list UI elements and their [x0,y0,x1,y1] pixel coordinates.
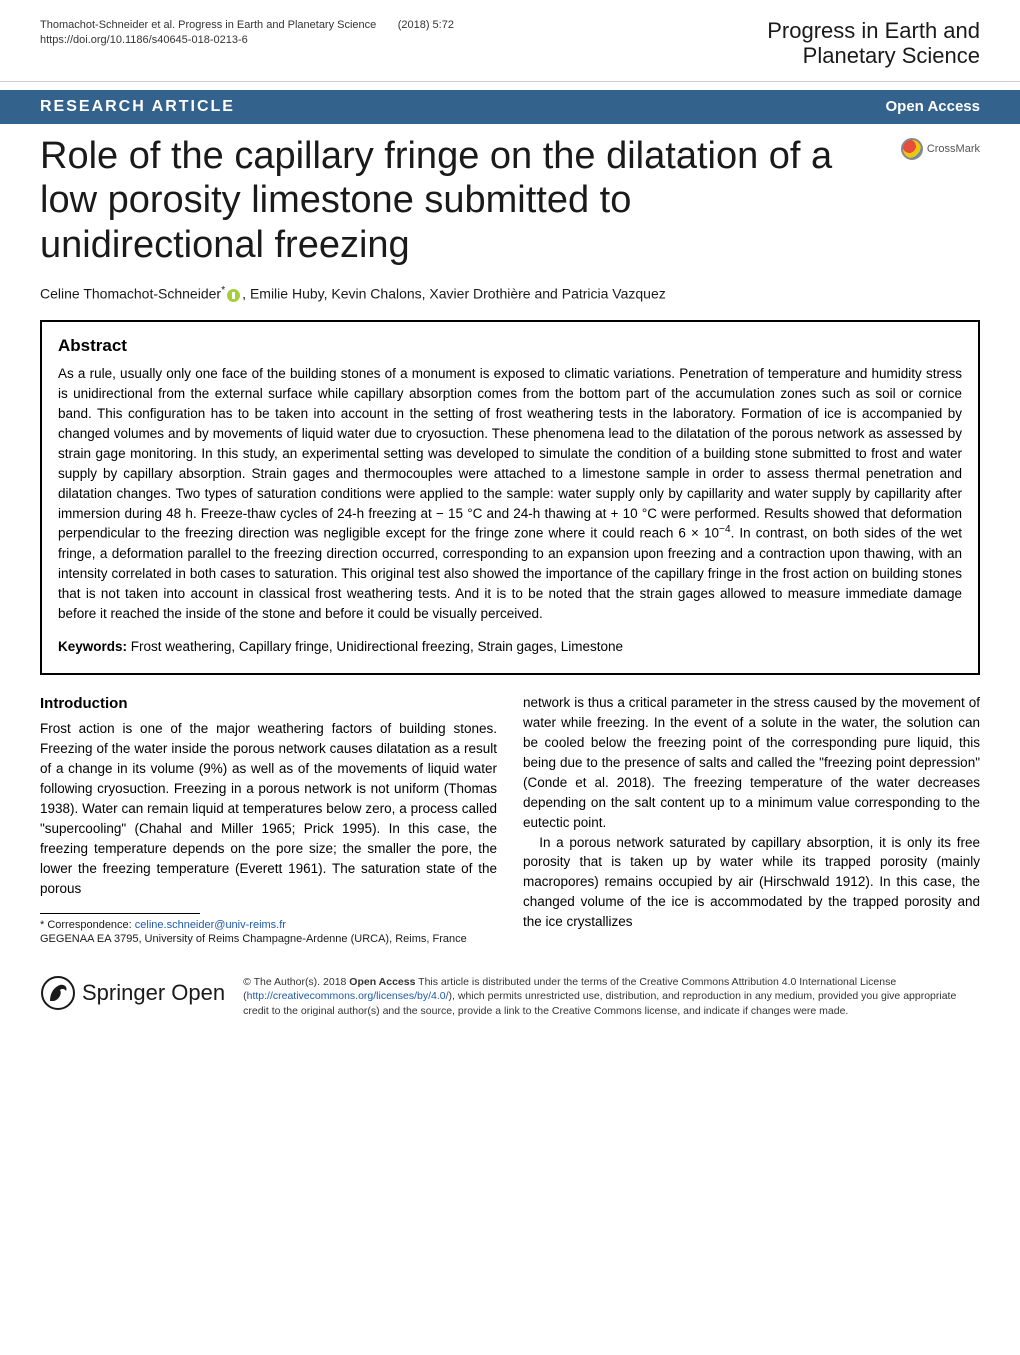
column-left: Introduction Frost action is one of the … [40,693,497,948]
citation-suffix: (2018) 5:72 [398,19,454,31]
footnote-rule [40,913,200,914]
journal-title: Progress in Earth and Planetary Science [767,18,980,69]
keywords-text: Frost weathering, Capillary fringe, Unid… [131,639,623,654]
license-block: Springer Open © The Author(s). 2018 Open… [0,961,1020,1038]
abstract-text: As a rule, usually only one face of the … [58,364,962,624]
running-head: Thomachot-Schneider et al. Progress in E… [40,19,376,31]
keywords-label: Keywords: [58,639,127,654]
corresponding-mark: * [221,284,225,296]
authors-rest: , Emilie Huby, Kevin Chalons, Xavier Dro… [242,286,666,302]
article-title: Role of the capillary fringe on the dila… [40,134,980,268]
springer-horse-icon [40,975,76,1011]
license-open-access: Open Access [349,976,415,988]
correspondence-label: * Correspondence: [40,919,135,931]
article-type-bar: RESEARCH ARTICLE Open Access [0,90,1020,124]
open-access-label: Open Access [886,98,981,115]
publisher-brand: Springer [82,980,165,1006]
crossmark-label: CrossMark [927,143,980,155]
keywords-line: Keywords: Frost weathering, Capillary fr… [58,638,962,657]
intro-paragraph-right-1: network is thus a critical parameter in … [523,693,980,833]
journal-line-2: Planetary Science [803,43,980,68]
crossmark-icon [901,138,923,160]
license-prefix: © The Author(s). 2018 [243,976,349,988]
abstract-box: Abstract As a rule, usually only one fac… [40,320,980,675]
citation-block: Thomachot-Schneider et al. Progress in E… [40,18,454,49]
intro-paragraph-right-2: In a porous network saturated by capilla… [523,833,980,933]
correspondence-email[interactable]: celine.schneider@univ-reims.fr [135,919,286,931]
body-columns: Introduction Frost action is one of the … [0,693,1020,948]
author-list: Celine Thomachot-Schneider* , Emilie Huby… [0,274,1020,320]
crossmark-badge[interactable]: CrossMark [901,138,980,160]
orcid-icon[interactable] [227,289,240,302]
affiliation-text: GEGENAA EA 3795, University of Reims Cha… [40,933,467,945]
title-block: Role of the capillary fringe on the dila… [0,124,1020,274]
author-primary: Celine Thomachot-Schneider [40,286,221,302]
abstract-heading: Abstract [58,336,962,356]
article-type-label: RESEARCH ARTICLE [40,98,235,116]
journal-line-1: Progress in Earth and [767,18,980,43]
running-header: Thomachot-Schneider et al. Progress in E… [0,0,1020,82]
doi-line: https://doi.org/10.1186/s40645-018-0213-… [40,34,248,46]
license-text: © The Author(s). 2018 Open Access This a… [243,975,980,1018]
column-right: network is thus a critical parameter in … [523,693,980,948]
cc-license-link[interactable]: http://creativecommons.org/licenses/by/4… [247,990,449,1002]
footnotes: * Correspondence: celine.schneider@univ-… [40,918,497,948]
publisher-logo: Springer Open [40,975,225,1011]
intro-paragraph-left: Frost action is one of the major weather… [40,719,497,899]
publisher-brand-suffix: Open [171,980,225,1006]
introduction-heading: Introduction [40,693,497,715]
